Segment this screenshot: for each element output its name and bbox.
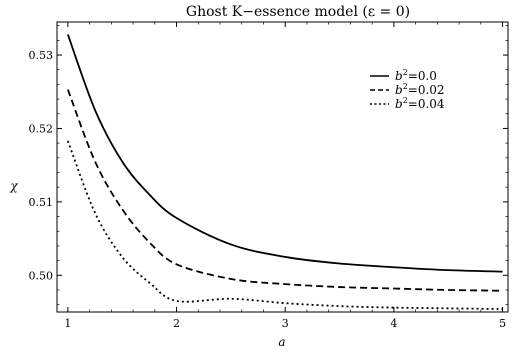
legend-value: =0.0 <box>408 69 437 83</box>
legend-sup: 2 <box>403 96 408 105</box>
legend-label: b2=0.04 <box>395 96 445 111</box>
series-lines <box>67 34 503 310</box>
series-line-dashed <box>67 89 503 292</box>
legend-label: b2=0.0 <box>395 68 437 83</box>
x-tick-label-4: 4 <box>390 317 397 330</box>
chart-title: Ghost K−essence model (ε = 0) <box>186 4 410 20</box>
y-tick-label-0.52: 0.52 <box>29 122 54 135</box>
legend-label: b2=0.02 <box>395 82 445 97</box>
legend-var: b <box>395 83 403 97</box>
series-line-solid <box>67 34 503 273</box>
legend-value: =0.02 <box>408 83 445 97</box>
y-axis-label: χ <box>9 179 18 193</box>
x-tick-label-1: 1 <box>64 317 71 330</box>
legend-sup: 2 <box>403 82 408 91</box>
x-tick-label-5: 5 <box>499 317 506 330</box>
axis-ticks: 1 2 3 4 5 0.50 0.51 0.52 0.53 <box>29 22 508 330</box>
x-tick-label-3: 3 <box>282 317 289 330</box>
legend-var: b <box>395 97 403 111</box>
y-tick-label-0.51: 0.51 <box>29 196 54 209</box>
x-axis-label: a <box>278 335 285 349</box>
series-line-dotted <box>67 140 503 310</box>
legend-sup: 2 <box>403 68 408 77</box>
legend-var: b <box>395 69 403 83</box>
y-tick-label-0.5: 0.50 <box>29 269 54 282</box>
y-tick-label-0.53: 0.53 <box>29 49 54 62</box>
legend-value: =0.04 <box>408 97 445 111</box>
x-tick-label-2: 2 <box>173 317 180 330</box>
plot-frame <box>56 21 509 313</box>
